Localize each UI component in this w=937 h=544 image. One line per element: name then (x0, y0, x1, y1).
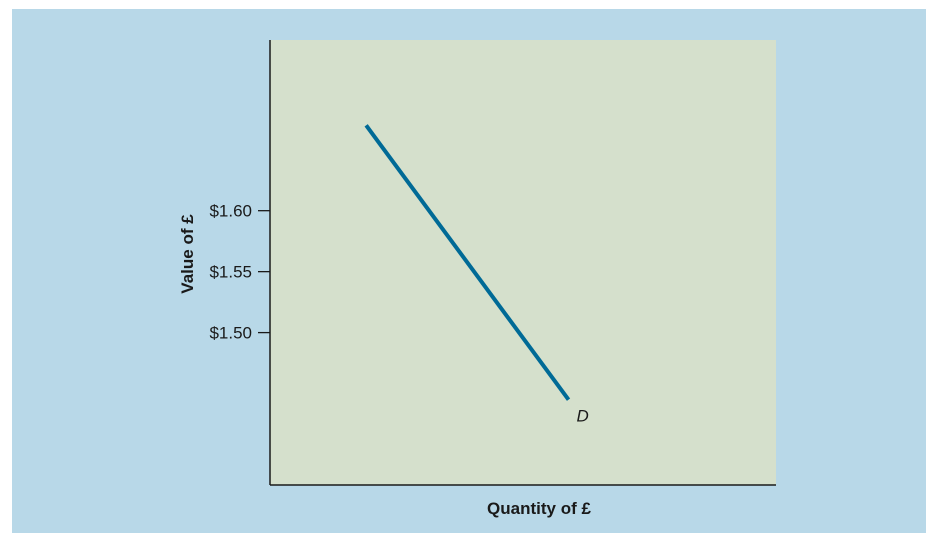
x-axis-title: Quantity of £ (487, 499, 591, 518)
figure-background: $1.60 $1.55 $1.50 D Quantity of £ Value of… (12, 9, 926, 533)
y-tick-label: $1.60 (209, 202, 252, 221)
y-tick-label: $1.55 (209, 263, 252, 282)
demand-curve-label: D (577, 407, 589, 426)
demand-curve-line (364, 124, 571, 401)
y-tick-label: $1.50 (209, 324, 252, 343)
demand-chart: $1.60 $1.55 $1.50 D Quantity of £ Value of… (178, 40, 776, 518)
plot-area (270, 40, 776, 485)
y-axis-title: Value of £ (178, 214, 197, 294)
